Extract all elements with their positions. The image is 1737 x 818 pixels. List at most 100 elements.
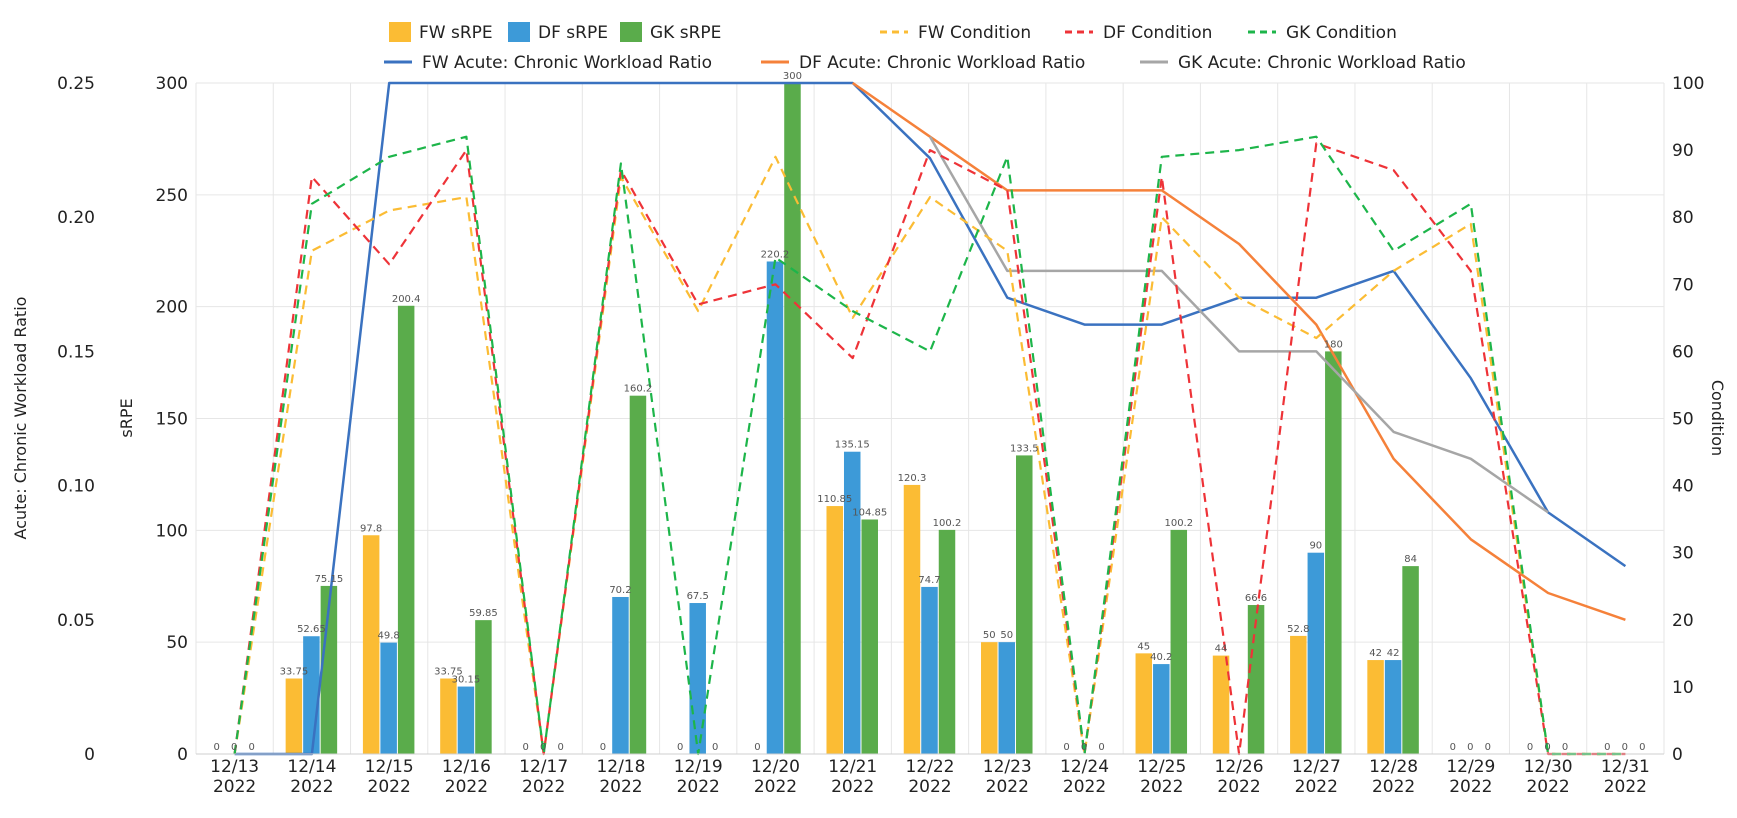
bar-data-label: 0 bbox=[1450, 742, 1456, 753]
bar-data-label: 0 bbox=[557, 742, 563, 753]
condition-tick-label: 40 bbox=[1672, 477, 1694, 497]
bar-df-srpe bbox=[1307, 552, 1325, 754]
bar-fw-srpe bbox=[1290, 635, 1307, 754]
bar-gk-srpe bbox=[1325, 351, 1342, 754]
legend-label: DF Condition bbox=[1103, 23, 1212, 43]
legend-item-df-condition: DF Condition bbox=[1065, 23, 1212, 43]
bar-data-label: 52.8 bbox=[1287, 624, 1309, 635]
x-tick-label: 12/13 2022 bbox=[210, 757, 259, 797]
bar-data-label: 0 bbox=[1063, 742, 1069, 753]
bar-data-label: 0 bbox=[1485, 742, 1491, 753]
bar-data-label: 67.5 bbox=[687, 591, 709, 602]
bar-data-label: 0 bbox=[1604, 742, 1610, 753]
bar-data-label: 74.7 bbox=[918, 575, 940, 586]
bar-fw-srpe bbox=[1212, 655, 1230, 754]
bar-data-label: 30.15 bbox=[452, 675, 481, 686]
line-fw-condition bbox=[233, 155, 1626, 756]
bars-layer bbox=[285, 83, 1419, 754]
bar-data-label: 110.85 bbox=[817, 494, 852, 505]
bar-data-label: 42 bbox=[1387, 648, 1400, 659]
acwr-tick-label: 0.10 bbox=[57, 477, 95, 497]
x-tick-label: 12/22 2022 bbox=[906, 757, 955, 797]
bar-data-label: 0 bbox=[248, 742, 254, 753]
legend-swatch bbox=[389, 22, 411, 42]
x-tick-label: 12/21 2022 bbox=[828, 757, 877, 797]
condition-tick-label: 80 bbox=[1672, 208, 1694, 228]
bar-df-srpe bbox=[1153, 664, 1170, 754]
bar-data-label: 220.2 bbox=[761, 249, 790, 260]
bar-fw-srpe bbox=[362, 535, 380, 754]
bar-fw-srpe bbox=[1135, 653, 1153, 754]
bar-df-srpe bbox=[612, 596, 629, 754]
bar-data-label: 200.4 bbox=[392, 294, 421, 305]
bar-data-label: 0 bbox=[1081, 742, 1087, 753]
condition-tick-label: 30 bbox=[1672, 544, 1694, 564]
acwr-tick-label: 0.25 bbox=[57, 74, 95, 94]
bar-data-label: 0 bbox=[1544, 742, 1550, 753]
bar-data-label: 120.3 bbox=[898, 473, 927, 484]
bar-df-srpe bbox=[1384, 660, 1402, 754]
legend-item-df-acute-chronic-workload-ratio: DF Acute: Chronic Workload Ratio bbox=[761, 53, 1085, 73]
x-tick-label: 12/20 2022 bbox=[751, 757, 800, 797]
condition-tick-label: 50 bbox=[1672, 410, 1694, 430]
bar-data-label: 0 bbox=[213, 742, 219, 753]
x-tick-label: 12/24 2022 bbox=[1060, 757, 1109, 797]
bar-data-label: 0 bbox=[600, 742, 606, 753]
x-tick-label: 12/26 2022 bbox=[1215, 757, 1264, 797]
srpe-tick-label: 100 bbox=[156, 521, 188, 541]
srpe-axis-title: sRPE bbox=[117, 398, 136, 437]
acwr-axis-title: Acute: Chronic Workload Ratio bbox=[11, 297, 30, 540]
bar-fw-srpe bbox=[1367, 660, 1384, 754]
condition-tick-label: 90 bbox=[1672, 141, 1694, 161]
legend-label: GK Acute: Chronic Workload Ratio bbox=[1178, 53, 1466, 73]
x-tick-label: 12/17 2022 bbox=[519, 757, 568, 797]
bar-data-label: 160.2 bbox=[624, 384, 653, 395]
condition-tick-label: 0 bbox=[1672, 745, 1683, 765]
legend-swatch bbox=[620, 22, 642, 42]
line-df-acute-chronic-workload-ratio bbox=[851, 81, 1626, 621]
bar-gk-srpe bbox=[397, 305, 415, 754]
bar-data-label: 135.15 bbox=[835, 440, 870, 451]
condition-tick-label: 20 bbox=[1672, 611, 1694, 631]
x-tick-label: 12/18 2022 bbox=[596, 757, 645, 797]
bar-data-label: 84 bbox=[1404, 554, 1417, 565]
bar-data-label: 45 bbox=[1137, 641, 1150, 652]
condition-tick-label: 70 bbox=[1672, 275, 1694, 295]
bar-data-label: 0 bbox=[1639, 742, 1645, 753]
bar-data-label: 0 bbox=[231, 742, 237, 753]
bar-fw-srpe bbox=[826, 506, 843, 754]
srpe-tick-label: 200 bbox=[156, 298, 188, 318]
bar-data-label: 50 bbox=[1000, 630, 1013, 641]
legend-label: FW sRPE bbox=[419, 23, 493, 43]
bar-data-label: 0 bbox=[1622, 742, 1628, 753]
x-tick-label: 12/29 2022 bbox=[1446, 757, 1495, 797]
legend: FW sRPE DF sRPE GK sRPE FW Condition DF Cond… bbox=[384, 22, 1466, 73]
bar-data-label: 104.85 bbox=[852, 507, 887, 518]
condition-tick-label: 10 bbox=[1672, 678, 1694, 698]
srpe-tick-label: 250 bbox=[156, 186, 188, 206]
bar-gk-srpe bbox=[1016, 455, 1033, 754]
legend-item-df-srpe: DF sRPE bbox=[508, 22, 608, 43]
legend-label: FW Acute: Chronic Workload Ratio bbox=[422, 53, 712, 73]
legend-label: DF sRPE bbox=[538, 23, 608, 43]
acwr-tick-label: 0.15 bbox=[57, 342, 95, 362]
legend-label: GK sRPE bbox=[650, 23, 721, 43]
bar-data-label: 0 bbox=[1527, 742, 1533, 753]
bar-df-srpe bbox=[689, 603, 706, 754]
legend-label: FW Condition bbox=[918, 23, 1031, 43]
bar-data-label: 0 bbox=[754, 742, 760, 753]
x-tick-label: 12/15 2022 bbox=[365, 757, 414, 797]
bar-data-label: 180 bbox=[1324, 339, 1343, 350]
x-tick-label: 12/19 2022 bbox=[674, 757, 723, 797]
x-tick-label: 12/25 2022 bbox=[1137, 757, 1186, 797]
bar-data-label: 33.75 bbox=[280, 667, 309, 678]
bar-df-srpe bbox=[766, 261, 784, 754]
bar-fw-srpe bbox=[285, 678, 303, 754]
srpe-tick-label: 300 bbox=[156, 74, 188, 94]
bar-gk-srpe bbox=[1247, 605, 1265, 754]
bar-df-srpe bbox=[998, 642, 1016, 754]
bar-gk-srpe bbox=[320, 585, 338, 754]
line-gk-acute-chronic-workload-ratio bbox=[928, 136, 1549, 514]
